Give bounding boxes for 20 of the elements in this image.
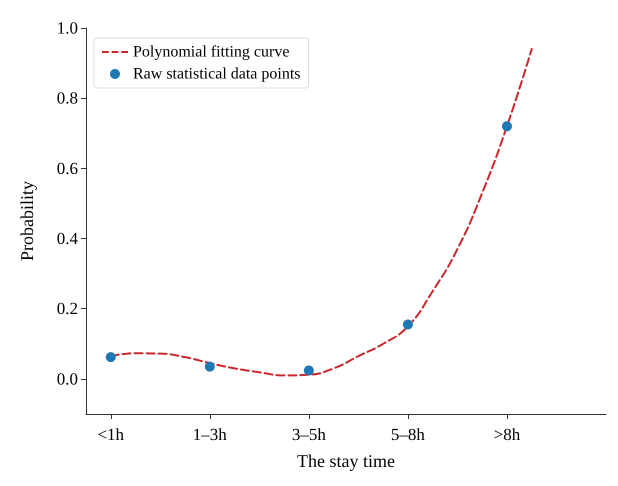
x-tick-label: 5–8h <box>390 425 426 444</box>
legend-label: Polynomial fitting curve <box>133 44 290 60</box>
x-tick-label: >8h <box>494 425 521 444</box>
point <box>106 352 116 362</box>
y-tick-label: 0.6 <box>56 158 78 178</box>
x-tick-label: 1–3h <box>192 425 228 444</box>
y-tick-label: 0.8 <box>56 88 78 108</box>
y-tick-label: 0.4 <box>56 229 78 248</box>
y-axis-title: Probability <box>17 181 37 261</box>
point <box>304 365 314 376</box>
y-tick-label: 0.2 <box>56 299 78 318</box>
point <box>502 121 512 132</box>
y-tick-label: 1.0 <box>56 18 78 38</box>
legend-label: Raw statistical data points <box>133 66 301 82</box>
y-tick-label: 0.0 <box>56 369 78 388</box>
x-tick-label: <1h <box>97 425 125 444</box>
x-axis-title: The stay time <box>297 451 395 471</box>
point <box>204 362 215 372</box>
point <box>402 320 413 330</box>
x-tick-label: 3–5h <box>292 425 326 444</box>
